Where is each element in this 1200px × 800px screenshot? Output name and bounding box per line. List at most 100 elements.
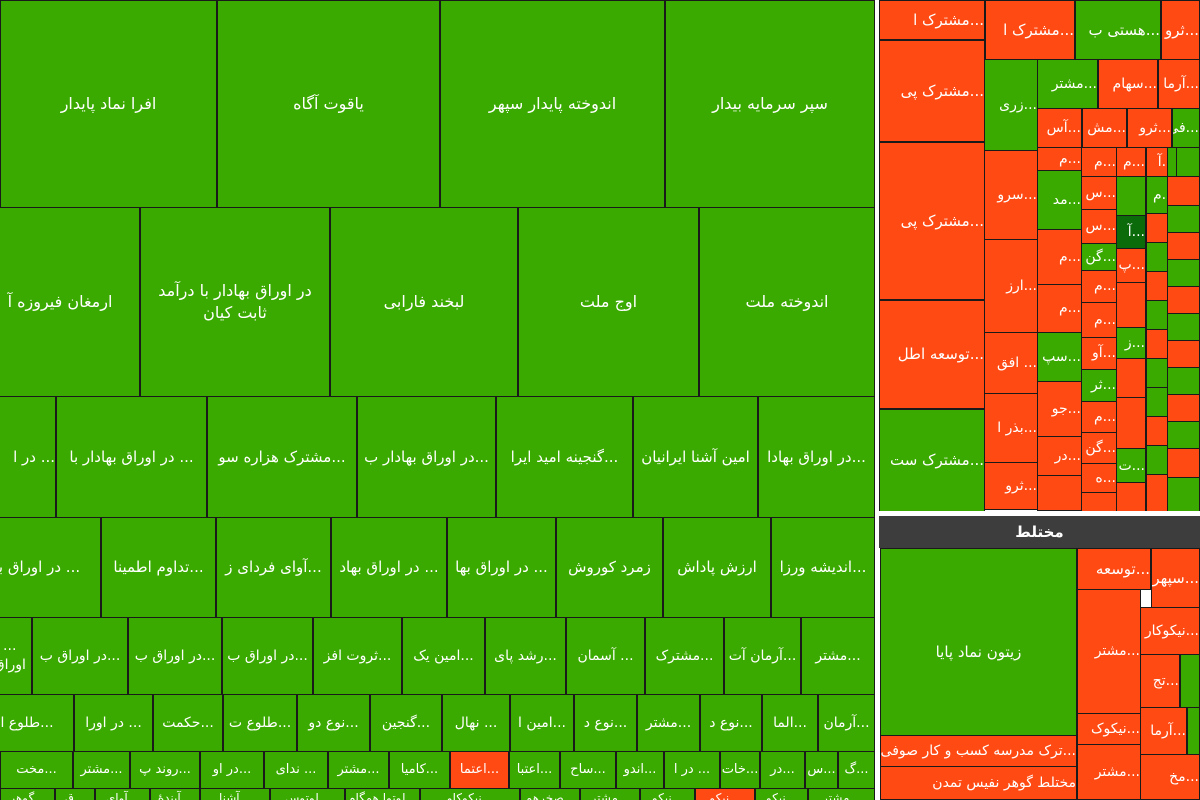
fund-tile[interactable] [1167,176,1200,206]
fund-tile[interactable] [1146,300,1168,330]
fund-tile[interactable]: ...مشتر [1077,744,1141,800]
fund-tile[interactable]: امین آشنا ایرانیان [633,396,758,518]
fund-tile[interactable] [1116,482,1146,512]
fund-tile[interactable]: ...سهام [1098,59,1158,109]
fund-tile[interactable]: ...گن [1081,432,1117,464]
fund-tile[interactable]: ...ت [1116,448,1146,484]
fund-tile[interactable]: ...در [1037,436,1082,476]
fund-tile[interactable]: ...سرو [984,150,1038,240]
fund-tile[interactable]: ...م [1116,147,1146,177]
fund-tile[interactable] [1167,232,1200,260]
fund-tile[interactable]: ...آس [1037,108,1082,148]
fund-tile[interactable]: ...م [1081,147,1117,177]
fund-tile[interactable] [1187,707,1200,755]
fund-tile[interactable]: ...اندیشه ورزا [771,517,875,618]
fund-tile[interactable] [1167,477,1200,512]
fund-tile[interactable]: ...در اوراق ب [222,617,313,695]
fund-tile[interactable]: ...نیکوک [1077,713,1141,745]
fund-tile[interactable]: ... در اوراق بها [447,517,556,618]
fund-tile[interactable] [1167,448,1200,478]
fund-tile[interactable]: ...مد [1037,170,1082,230]
fund-tile[interactable]: ...خات [720,751,760,789]
fund-tile[interactable]: ...مشترک ا [985,0,1075,60]
fund-tile[interactable]: ... افق [984,332,1038,394]
fund-tile[interactable] [1167,367,1200,395]
fund-tile[interactable]: ...نیکو [640,788,695,800]
fund-tile[interactable]: ...م [1081,270,1117,303]
fund-tile[interactable]: ...نیکو [755,788,808,800]
fund-tile[interactable]: ...طلوع ا [0,694,74,752]
fund-tile[interactable]: ...مش [1082,108,1127,148]
fund-tile[interactable]: ...مشترک پی [879,142,985,300]
fund-tile[interactable]: اندوخته پایدار سپهر [440,0,665,208]
fund-tile[interactable]: ...بذر ا [984,393,1038,463]
fund-tile[interactable] [1167,313,1200,341]
fund-tile[interactable]: ...اندو [616,751,664,789]
fund-tile[interactable]: ...امین ا [510,694,574,752]
fund-tile[interactable] [1146,358,1168,388]
fund-tile[interactable]: ...مخ [1140,754,1200,800]
fund-tile[interactable] [1167,340,1200,368]
fund-tile[interactable]: ارمغان فیروزه آ [0,207,140,397]
fund-tile[interactable] [1167,421,1200,449]
fund-tile[interactable]: ...صخرهم [520,788,580,800]
fund-tile[interactable]: ...ارز [984,239,1038,333]
fund-tile[interactable]: ...س [1081,209,1117,244]
fund-tile[interactable]: ...جو [1037,381,1082,437]
fund-tile[interactable]: ...در او [200,751,264,789]
fund-tile[interactable]: ...ه [1081,463,1117,493]
fund-tile[interactable]: ...مخت [0,751,73,789]
fund-tile[interactable]: ...در [760,751,805,789]
fund-tile[interactable]: ...تج [1140,654,1180,708]
fund-tile[interactable]: ...الما [762,694,818,752]
fund-tile[interactable]: ...نیکوکار [1140,607,1200,655]
fund-tile[interactable]: ...لوتوس [270,788,345,800]
fund-tile[interactable] [1146,329,1168,359]
fund-tile[interactable]: ...م [1081,302,1117,338]
fund-tile[interactable]: ...مشتر [801,617,875,695]
fund-tile[interactable]: ...آو [1081,337,1117,370]
fund-tile[interactable]: ...ثر [1081,369,1117,402]
fund-tile[interactable]: ...اعتبا [509,751,560,789]
fund-tile[interactable]: ...امین یک [402,617,485,695]
fund-tile[interactable]: ...گنجین [370,694,442,752]
fund-tile[interactable] [1176,147,1200,177]
fund-tile[interactable]: ...سپهر [1151,548,1200,608]
fund-tile[interactable] [1167,286,1200,314]
fund-tile[interactable]: ... نهال [442,694,510,752]
fund-tile[interactable]: ... ندای [264,751,328,789]
fund-tile[interactable]: ...مشترک پی [879,40,985,142]
fund-tile[interactable]: در اوراق بهادار با درآمد ثابت کیان [140,207,330,397]
fund-tile[interactable]: ...مشترک هزاره سو [207,396,357,518]
fund-tile[interactable]: ...حکمت [153,694,223,752]
fund-tile[interactable]: ...گ [838,751,875,789]
fund-tile[interactable] [1146,445,1168,475]
fund-tile[interactable]: ...س [1081,176,1117,210]
fund-tile[interactable]: ...در اوراق ب [128,617,222,695]
fund-tile[interactable]: ...مشتر [637,694,700,752]
fund-tile[interactable] [1146,213,1168,243]
fund-tile[interactable]: ...آرما [1158,59,1200,109]
fund-tile[interactable]: ...ثرو [1127,108,1172,148]
fund-tile[interactable]: اوج ملت [518,207,699,397]
fund-tile[interactable] [1167,259,1200,287]
fund-tile[interactable]: ...هستی ب [1075,0,1161,60]
fund-tile[interactable]: ... در اوراق ب [0,617,32,695]
fund-tile[interactable]: ...م [1037,147,1082,171]
fund-tile[interactable]: ...نوع د [574,694,637,752]
fund-tile[interactable]: ...گنجینه امید ایرا [496,396,633,518]
fund-tile[interactable] [1116,397,1146,449]
fund-tile[interactable] [1180,654,1200,708]
fund-tile[interactable] [1037,475,1082,511]
fund-tile[interactable]: یاقوت آگاه [217,0,440,208]
fund-tile[interactable]: ...نوع د [700,694,762,752]
fund-tile[interactable]: ...لوتوا همگام [345,788,420,800]
fund-tile[interactable]: ...آشنا [200,788,270,800]
fund-tile[interactable]: ...پ [1116,248,1146,283]
fund-tile[interactable]: ...مشتر [580,788,640,800]
fund-tile[interactable] [1116,358,1146,398]
fund-tile[interactable]: ...مشتر [808,788,875,800]
fund-tile[interactable]: ...نیکوکاو [420,788,520,800]
fund-tile[interactable]: ...آ [1116,215,1146,249]
fund-tile[interactable]: ...ثرو [1161,0,1200,60]
